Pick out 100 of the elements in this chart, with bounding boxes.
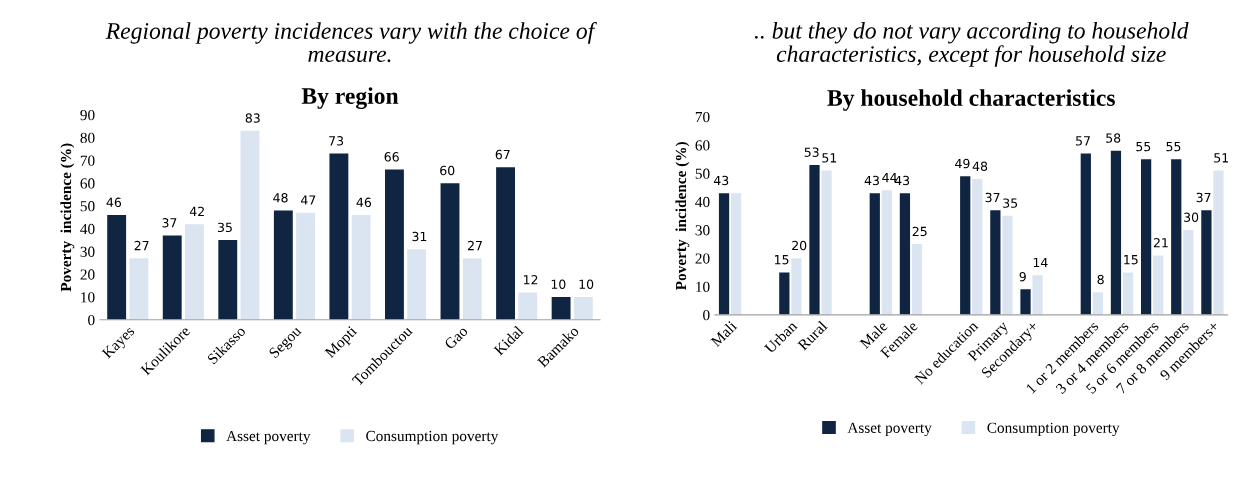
data-label: 25 (912, 226, 927, 237)
y-tick-label: 10 (696, 281, 710, 292)
data-label: 51 (822, 153, 837, 163)
data-label: 66 (384, 152, 399, 162)
bar (779, 272, 790, 315)
data-label: 35 (1003, 198, 1018, 208)
data-label: 43 (713, 175, 729, 186)
data-label: 12 (523, 275, 538, 285)
data-label: 55 (1166, 141, 1181, 152)
data-label: 27 (467, 240, 482, 251)
y-tick-label: 50 (695, 168, 710, 179)
data-label: 15 (774, 255, 789, 265)
bar (1213, 170, 1224, 315)
y-tick-label: 90 (80, 109, 95, 121)
bar (1183, 229, 1194, 315)
data-label: 21 (1153, 237, 1168, 248)
bar (240, 130, 260, 320)
bar (1201, 210, 1212, 315)
bar (1140, 159, 1152, 315)
y-tick-label: 0 (703, 309, 710, 321)
bar (129, 258, 149, 320)
legend-label: Asset poverty (226, 430, 311, 445)
bar (1032, 275, 1043, 315)
data-label: 67 (495, 149, 510, 160)
legend-label: Asset poverty (847, 422, 932, 437)
y-tick-label: 20 (80, 269, 95, 280)
bar (899, 193, 911, 315)
bar (1110, 150, 1122, 315)
bar (730, 193, 742, 315)
data-label: 42 (189, 206, 204, 216)
bar (1092, 292, 1103, 315)
chart-subtitle: Regional poverty incidences vary with the choice of measure. (105, 22, 597, 63)
x-tick-label: Gao (443, 325, 469, 350)
data-label: 37 (1196, 192, 1211, 203)
data-label: 20 (792, 240, 807, 251)
bar (162, 235, 182, 320)
bar (1122, 272, 1134, 315)
bar (1002, 215, 1013, 315)
bar (496, 167, 515, 320)
bar (107, 215, 127, 320)
bar (869, 193, 880, 315)
y-tick-label: 40 (695, 196, 710, 208)
y-tick-label: 10 (81, 292, 95, 303)
bar (809, 164, 820, 315)
y-tick-label: 30 (80, 246, 95, 257)
data-label: 27 (134, 240, 149, 251)
data-label: 35 (218, 222, 232, 233)
legend-label: Consumption poverty (366, 430, 499, 445)
y-axis-title: Poverty incidence (%) (60, 143, 75, 292)
data-label: 83 (245, 113, 260, 123)
y-tick-label: 0 (88, 314, 95, 326)
data-label: 49 (955, 158, 970, 169)
data-label: 73 (329, 136, 344, 146)
data-label: 10 (579, 279, 594, 290)
data-label: 60 (440, 165, 455, 176)
bar (881, 190, 892, 315)
chart-title: By region (301, 87, 399, 109)
y-tick-label: 70 (80, 155, 95, 166)
data-label: 37 (162, 218, 177, 228)
y-tick-label: 40 (80, 223, 95, 235)
y-tick-label: 20 (695, 253, 710, 264)
data-label: 10 (551, 279, 566, 290)
data-label: 58 (1106, 133, 1121, 143)
data-label: 48 (273, 193, 288, 203)
data-label: 46 (356, 197, 372, 208)
data-label: 8 (1097, 274, 1104, 285)
bar (990, 210, 1001, 315)
bar (185, 224, 204, 320)
chart-title: By household characteristics (827, 89, 1115, 111)
bar (972, 179, 983, 315)
y-tick-label: 80 (80, 132, 95, 144)
bar (351, 215, 371, 320)
bar (462, 258, 482, 320)
bar (911, 244, 923, 315)
data-label: 46 (106, 197, 122, 208)
data-label: 9 (1019, 271, 1026, 282)
data-label: 15 (1124, 255, 1138, 265)
data-label: 31 (412, 231, 427, 242)
data-label: 47 (300, 195, 316, 205)
data-label: 48 (972, 161, 988, 172)
data-label: 55 (1136, 141, 1151, 152)
data-label: 14 (1033, 257, 1048, 268)
bar (407, 249, 427, 320)
data-label: 57 (1076, 136, 1090, 146)
y-tick-label: 60 (80, 178, 95, 189)
bar (329, 153, 349, 320)
data-label: 37 (985, 192, 1000, 203)
y-axis-title: Poverty incidence (%) (675, 142, 690, 291)
data-label: 43 (864, 175, 879, 186)
bar (960, 176, 971, 315)
y-tick-label: 30 (695, 225, 710, 236)
bar (1171, 159, 1182, 315)
bar (385, 169, 404, 320)
data-label: 51 (1214, 153, 1229, 163)
bar (821, 170, 832, 315)
y-tick-label: 50 (80, 201, 95, 212)
bar (218, 240, 238, 320)
bar (518, 292, 538, 320)
bar (1080, 153, 1091, 315)
bar (551, 297, 571, 320)
